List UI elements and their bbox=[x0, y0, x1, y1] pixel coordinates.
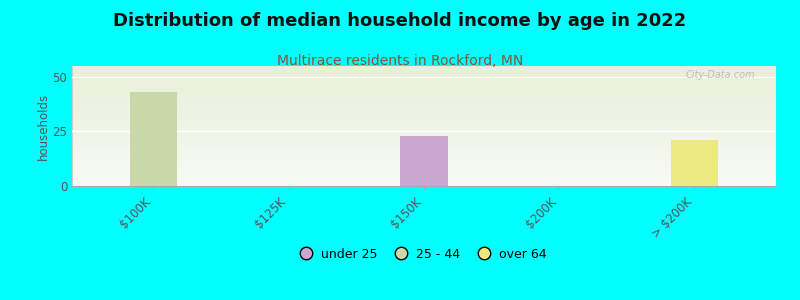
Y-axis label: households: households bbox=[37, 92, 50, 160]
Bar bbox=[400, 136, 448, 186]
Text: City-Data.com: City-Data.com bbox=[686, 70, 755, 80]
Bar bbox=[671, 140, 718, 186]
Legend: under 25, 25 - 44, over 64: under 25, 25 - 44, over 64 bbox=[296, 243, 552, 266]
Text: Distribution of median household income by age in 2022: Distribution of median household income … bbox=[114, 12, 686, 30]
Bar bbox=[130, 92, 177, 186]
Text: Multirace residents in Rockford, MN: Multirace residents in Rockford, MN bbox=[277, 54, 523, 68]
